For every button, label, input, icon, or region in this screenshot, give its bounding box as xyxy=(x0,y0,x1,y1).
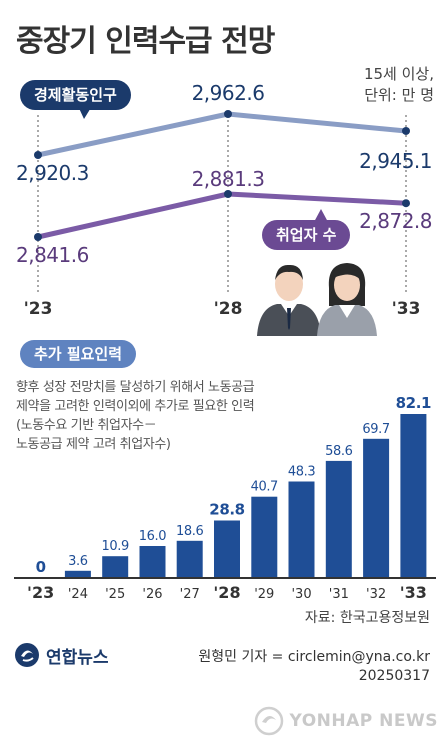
bar-x-tick-label: '29 xyxy=(254,587,274,602)
labor-force-point xyxy=(224,110,232,118)
page-title: 중장기 인력수급 전망 xyxy=(16,24,275,59)
yonhap-logo-icon xyxy=(15,643,39,667)
line-x-tick-label: '23 xyxy=(24,299,53,319)
callout-tail-icon xyxy=(78,106,92,119)
bar xyxy=(64,570,91,578)
labor-force-label: 경제활동인구 xyxy=(20,80,131,110)
unit-note: 15세 이상, 단위: 만 명 xyxy=(363,65,434,104)
bar xyxy=(176,540,203,578)
bar-x-tick-label: '23 xyxy=(27,583,54,602)
bar-x-tick-label: '31 xyxy=(329,587,349,602)
bar-x-tick-label: '30 xyxy=(291,587,311,602)
line-chart: 2,920.3 2,962.6 2,945.1 2,841.6 2,881.3 2,872… xyxy=(16,81,433,319)
labor-force-point xyxy=(34,151,42,159)
employed-value-label: 2,881.3 xyxy=(192,167,265,191)
watermark-text: YONHAP NEWS xyxy=(289,711,438,731)
watermark: YONHAP NEWS xyxy=(254,706,438,736)
bar-value-label: 16.0 xyxy=(139,529,166,544)
reporter-credit: 원형민 기자 = circlemin@yna.co.kr 20250317 xyxy=(198,649,430,684)
bar-chart: 0 3.6 10.9 16.0 18.6 28.8 40.7 48.3 58.6 69.7 82.1… xyxy=(14,394,436,602)
source-text: 자료: 한국고용정보원 xyxy=(304,610,430,626)
bar-description: 향후 성장 전망치를 달성하기 위해서 노동공급 제약을 고려한 인력이외에 추… xyxy=(16,380,255,452)
bar-section-label: 추가 필요인력 xyxy=(20,340,137,368)
employed-point xyxy=(224,190,232,198)
bar xyxy=(139,546,166,578)
employed-point xyxy=(402,199,410,208)
bar-value-label: 40.7 xyxy=(251,480,278,495)
bar-value-label: 28.8 xyxy=(209,501,244,519)
line-x-tick-label: '33 xyxy=(392,299,421,319)
bar-value-label: 69.7 xyxy=(362,422,389,437)
bar-x-tick-label: '27 xyxy=(180,587,200,602)
employed-value-label: 2,841.6 xyxy=(16,243,89,267)
bar-x-tick-label: '33 xyxy=(400,583,427,602)
bar-x-tick-label: '26 xyxy=(142,587,162,602)
bar-x-tick-label: '28 xyxy=(213,583,240,602)
labor-force-callout: 경제활동인구 xyxy=(20,80,131,119)
labor-force-value-label: 2,920.3 xyxy=(16,161,89,185)
employed-point xyxy=(34,233,42,241)
bar xyxy=(102,556,129,578)
bar xyxy=(251,496,278,578)
logo-text: 연합뉴스 xyxy=(46,647,109,668)
bar-value-label: 0 xyxy=(36,558,46,576)
bar-x-tick-label: '25 xyxy=(105,587,125,602)
bar-value-label: 18.6 xyxy=(176,524,203,539)
labor-force-point xyxy=(402,126,410,135)
yonhap-logo: 연합뉴스 xyxy=(14,642,109,668)
bar xyxy=(400,414,427,578)
bar xyxy=(363,438,390,578)
labor-force-value-label: 2,945.1 xyxy=(359,149,432,173)
bar-value-label: 82.1 xyxy=(396,394,431,412)
employed-label: 취업자 수 xyxy=(262,220,351,250)
workers-illustration-icon xyxy=(257,263,377,336)
bar-x-tick-label: '32 xyxy=(366,587,386,602)
bar xyxy=(325,460,352,578)
bar-value-label: 48.3 xyxy=(288,465,315,480)
labor-force-value-label: 2,962.6 xyxy=(192,81,265,105)
bar-x-tick-label: '24 xyxy=(68,587,88,602)
bar-value-label: 3.6 xyxy=(68,554,88,569)
employed-value-label: 2,872.8 xyxy=(359,209,432,233)
bar-value-label: 58.6 xyxy=(325,444,352,459)
bar xyxy=(214,520,240,578)
employed-callout: 취업자 수 xyxy=(262,209,351,250)
bar xyxy=(288,481,315,578)
bar-value-label: 10.9 xyxy=(102,539,129,554)
callout-tail-icon xyxy=(314,209,328,222)
line-x-tick-label: '28 xyxy=(214,299,243,319)
watermark-logo-icon xyxy=(254,706,283,736)
